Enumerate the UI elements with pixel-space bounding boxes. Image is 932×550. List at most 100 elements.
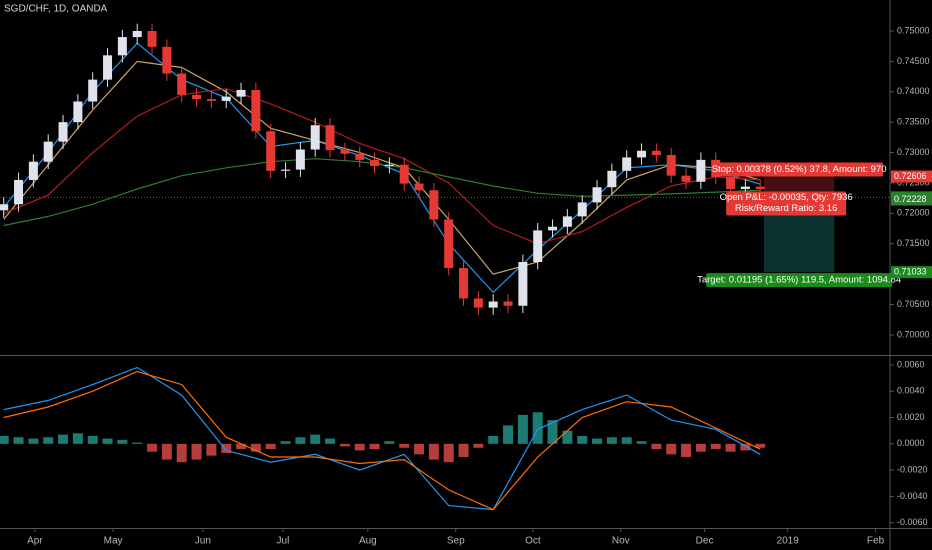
candle-body [103, 55, 113, 80]
histogram-bar [532, 412, 543, 444]
x-tick-label: Apr [27, 536, 43, 547]
histogram-bar [280, 441, 291, 444]
pnl-box [726, 191, 847, 216]
target-price-box [891, 266, 932, 279]
candle-body [192, 94, 202, 100]
histogram-bar [606, 437, 617, 444]
candle-body [651, 150, 661, 156]
x-tick-label: Aug [359, 536, 377, 547]
candle-body [444, 219, 454, 269]
moving-average [3, 60, 761, 275]
histogram-bar [473, 443, 484, 448]
x-tick-label: Dec [696, 536, 714, 547]
candle-body [132, 31, 142, 38]
histogram-bar [547, 420, 558, 444]
y-tick-label: 0.71500 [897, 238, 930, 248]
moving-average [3, 88, 761, 245]
rr-label: Risk/Reward Ratio: 3.16 [735, 203, 837, 214]
histogram-bar [488, 435, 499, 444]
x-tick-label: 2019 [777, 536, 800, 547]
histogram-bar [265, 443, 276, 450]
histogram-bar [161, 443, 172, 460]
candle-body [696, 159, 706, 182]
histogram-bar [221, 443, 232, 454]
histogram-bar [443, 443, 454, 463]
candle-body [726, 176, 736, 190]
histogram-bar [132, 442, 143, 444]
pnl-label: Open P&L: -0.00035, Qty: 7936 [720, 192, 853, 203]
histogram-bar [562, 430, 573, 444]
y-tick-label: 0.75000 [897, 25, 930, 35]
candle-body [577, 202, 587, 217]
moving-average [3, 42, 761, 294]
candle-body [73, 101, 83, 123]
histogram-bar [517, 414, 528, 444]
histogram-bar [176, 443, 187, 463]
candle-body [310, 125, 320, 150]
stop-price-box [891, 170, 932, 183]
histogram-bar [102, 438, 113, 444]
candle-body [562, 216, 572, 227]
candle-body [0, 204, 9, 211]
x-tick-label: Oct [525, 536, 541, 547]
histogram-bar [191, 443, 202, 460]
y-tick-label: -0.0060 [897, 517, 928, 527]
y-tick-label: 0.74500 [897, 56, 930, 66]
target-price: 0.71033 [894, 267, 927, 277]
candle-body [503, 301, 513, 306]
candle-body [533, 230, 543, 262]
y-tick-label: 0.74000 [897, 86, 930, 96]
y-tick-label: 0.0060 [897, 359, 925, 369]
candle-body [88, 79, 98, 102]
candle-body [147, 31, 157, 47]
y-tick-label: 0.73500 [897, 117, 930, 127]
histogram-bar [236, 443, 247, 450]
candle-body [622, 157, 632, 171]
histogram-bar [339, 443, 350, 447]
histogram-bar [755, 443, 766, 448]
histogram-bar [117, 439, 128, 444]
histogram-bar [651, 443, 662, 450]
histogram-bar [325, 438, 336, 444]
candle-body [518, 261, 528, 306]
entry-price: 0.72228 [894, 194, 927, 204]
moving-average [3, 158, 761, 227]
candle-body [355, 153, 365, 160]
histogram-bar [681, 443, 692, 457]
histogram-bar [147, 443, 158, 452]
candle-body [399, 164, 409, 184]
candle-body [14, 179, 24, 205]
y-tick-label: 0.73000 [897, 147, 930, 157]
candle-body [473, 298, 483, 308]
histogram-bar [295, 437, 306, 444]
histogram-bar [310, 434, 321, 444]
histogram-bar [13, 437, 24, 444]
y-tick-label: 0.0020 [897, 412, 925, 422]
histogram-bar [72, 433, 83, 444]
candle-body [740, 186, 750, 190]
histogram-bar [384, 441, 395, 444]
y-tick-label: 0.72000 [897, 208, 930, 218]
candle-body [637, 150, 647, 158]
candle-body [251, 89, 261, 132]
candle-body [681, 175, 691, 182]
histogram-bar [458, 443, 469, 457]
x-tick-label: May [104, 536, 123, 547]
candle-body [592, 187, 602, 203]
candle-body [221, 96, 231, 101]
candle-body [459, 268, 469, 299]
histogram-bar [414, 443, 425, 455]
histogram-bar [0, 435, 9, 444]
entry-price-box [891, 193, 932, 206]
y-tick-label: 0.0040 [897, 386, 925, 396]
candle-body [117, 37, 127, 56]
candle-body [370, 159, 380, 166]
candle-body [429, 190, 439, 220]
candle-body [548, 226, 558, 231]
candle-body [325, 125, 335, 151]
histogram-bar [87, 435, 98, 444]
candle-body [177, 73, 187, 95]
candle-body [43, 141, 53, 162]
histogram-bar [621, 437, 632, 444]
histogram-bar [725, 443, 736, 452]
